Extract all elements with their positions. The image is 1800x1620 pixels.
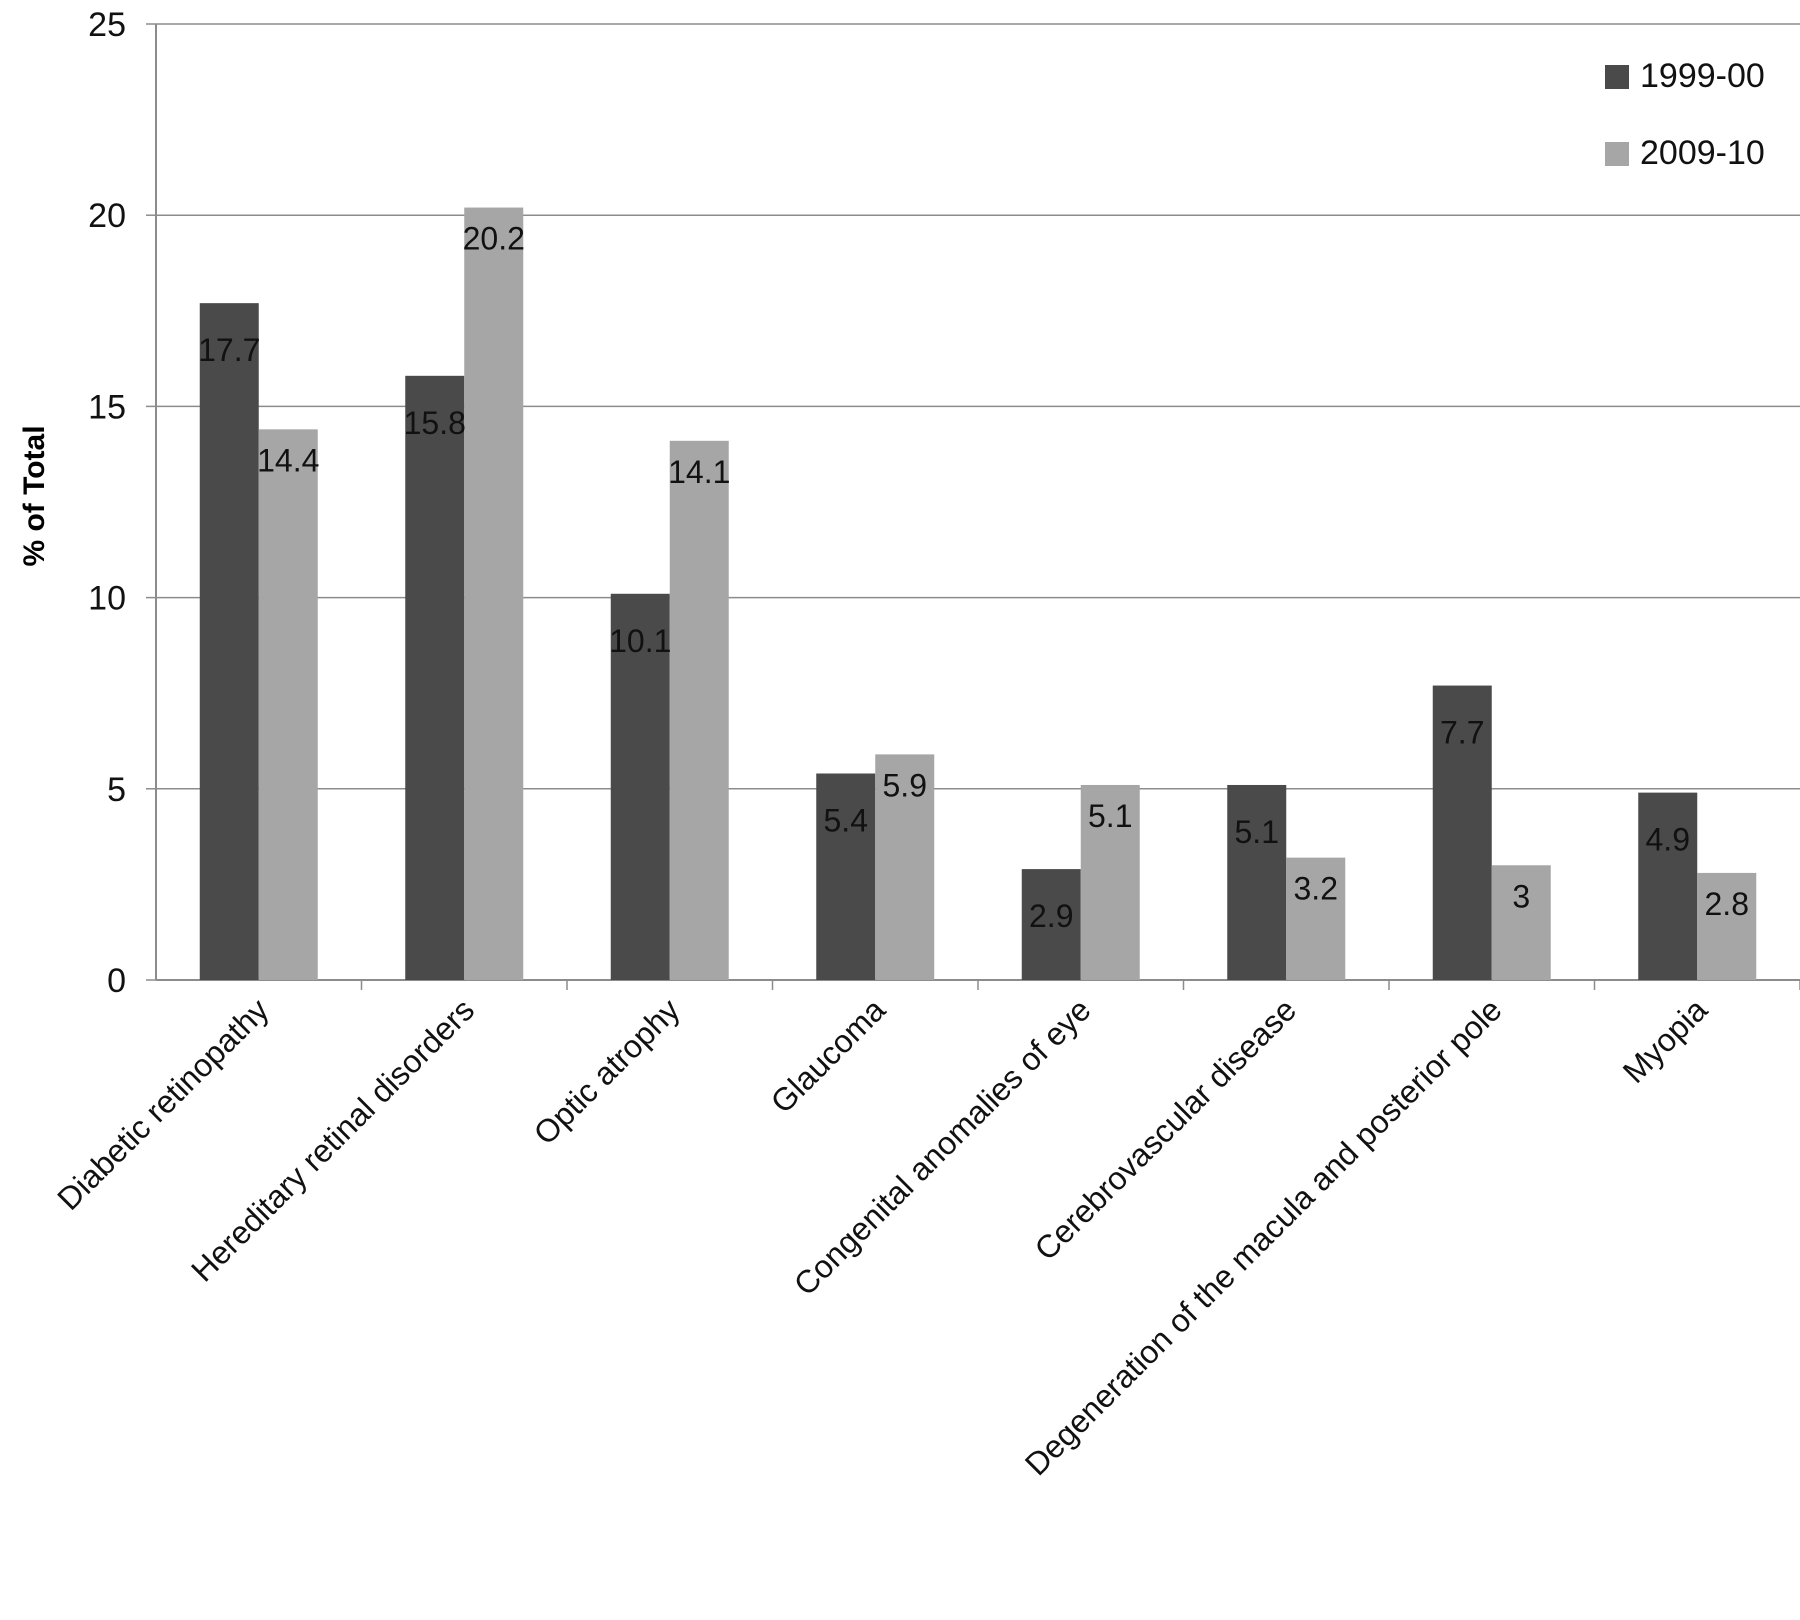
bar-series-2 xyxy=(875,754,935,980)
y-tick-label: 0 xyxy=(107,962,126,1000)
category-label: Degeneration of the macula and posterior… xyxy=(1018,991,1509,1482)
data-labels: 17.7 14.4 15.8 20.2 10.1 14.1 5.4 5.9 2.9 5.1 5.1 3… xyxy=(198,221,1749,935)
category-label: Glaucoma xyxy=(764,991,893,1120)
legend-swatch xyxy=(1605,65,1629,89)
y-axis-label: % of Total xyxy=(18,425,51,566)
bar-series-2 xyxy=(1080,784,1140,980)
y-tick-label: 20 xyxy=(88,197,126,235)
bar-series-1 xyxy=(405,375,465,981)
y-tick-label: 25 xyxy=(88,6,126,44)
bar-series-1 xyxy=(816,773,876,980)
data-label: 3.2 xyxy=(1294,871,1338,907)
data-label: 5.9 xyxy=(883,767,927,803)
data-label: 4.9 xyxy=(1646,822,1690,858)
bar-series-1 xyxy=(1227,784,1287,980)
data-label: 14.4 xyxy=(257,442,319,478)
data-label: 20.2 xyxy=(463,221,525,257)
gridlines xyxy=(156,23,1800,790)
data-label: 3 xyxy=(1512,878,1530,914)
data-label: 17.7 xyxy=(198,332,260,368)
bar-series-2 xyxy=(669,440,729,980)
bar-series-1 xyxy=(1021,869,1081,980)
data-label: 5.4 xyxy=(824,803,868,839)
data-label: 2.8 xyxy=(1705,886,1749,922)
data-label: 5.1 xyxy=(1088,798,1132,834)
data-label: 10.1 xyxy=(609,623,671,659)
legend-label: 1999-00 xyxy=(1640,57,1765,95)
bar-series-2 xyxy=(464,207,524,980)
data-label: 5.1 xyxy=(1235,814,1279,850)
bar-series-1 xyxy=(199,303,259,981)
bar-series-1 xyxy=(610,593,670,980)
axes xyxy=(146,23,1800,990)
bar-series-2 xyxy=(258,429,318,980)
y-tick-labels: 0 5 10 15 20 25 xyxy=(88,6,126,1000)
category-label: Myopia xyxy=(1616,991,1715,1090)
legend-label: 2009-10 xyxy=(1640,134,1765,172)
bar-series-2 xyxy=(1491,865,1551,980)
bar-series-1 xyxy=(1638,792,1698,980)
data-label: 15.8 xyxy=(404,405,466,441)
bars xyxy=(199,207,1757,981)
legend-swatch xyxy=(1605,142,1629,166)
data-label: 7.7 xyxy=(1440,715,1484,751)
y-tick-label: 10 xyxy=(88,580,126,618)
data-label: 2.9 xyxy=(1029,898,1073,934)
bar-series-2 xyxy=(1286,857,1346,980)
y-tick-label: 5 xyxy=(107,771,126,809)
legend: 1999-00 2009-10 xyxy=(1605,57,1765,172)
y-tick-label: 15 xyxy=(88,388,126,426)
data-label: 14.1 xyxy=(668,454,730,490)
bar-series-2 xyxy=(1697,872,1757,980)
bar-series-1 xyxy=(1432,685,1492,980)
category-label: Optic atrophy xyxy=(527,991,687,1151)
category-label: Diabetic retinopathy xyxy=(50,991,275,1216)
